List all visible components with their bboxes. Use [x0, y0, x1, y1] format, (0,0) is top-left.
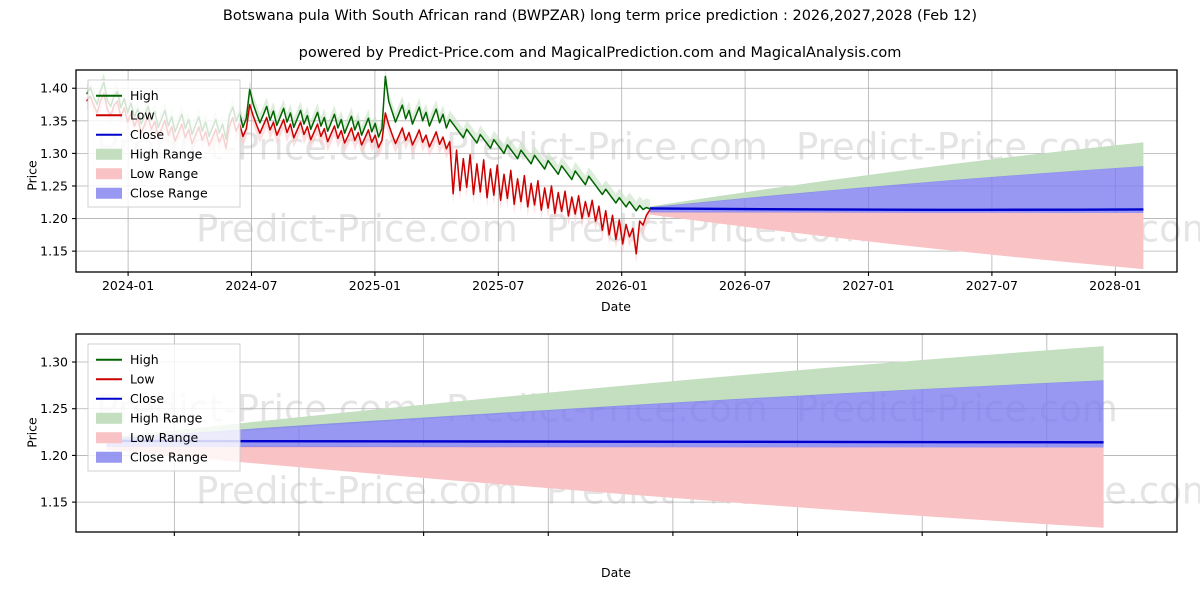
legend-item[interactable]: Close: [96, 127, 164, 142]
legend-band-swatch: [96, 148, 122, 160]
legend-item[interactable]: High: [96, 352, 159, 367]
y-tick-label: 1.20: [40, 211, 68, 226]
chart-legend[interactable]: High Low Close High Range Low Range Close Ran…: [87, 79, 241, 208]
page-title: Botswana pula With South African rand (B…: [222, 8, 978, 24]
x-tick-label: 2027-07: [771, 538, 823, 541]
legend-item[interactable]: Low Range: [96, 166, 199, 181]
legend-item[interactable]: Low Range: [96, 430, 199, 445]
top-x-axis-label: Date: [601, 299, 631, 314]
axis-ticks: 1.15 1.20 1.25 1.30 2026-04 2026-07 2026-10 202…: [40, 355, 1073, 541]
legend-band-swatch: [96, 432, 122, 444]
legend-item[interactable]: High Range: [96, 146, 203, 161]
svg-text:Predict-Price.com: Predict-Price.com: [196, 208, 518, 251]
x-tick-label: 2024-01: [102, 278, 154, 293]
close-range-band: [649, 166, 1144, 214]
x-tick-label: 2026-07: [273, 538, 325, 541]
legend-item[interactable]: High Range: [96, 410, 203, 425]
legend-item[interactable]: Low: [96, 371, 155, 386]
x-tick-label: 2026-07: [719, 278, 771, 293]
x-tick-label: 2026-10: [397, 538, 449, 541]
y-tick-label: 1.30: [40, 146, 68, 161]
legend-item[interactable]: Close: [96, 391, 164, 406]
bottom-y-axis-label: Price: [24, 417, 40, 448]
bottom-chart-panel: Predict-Price.comPredict-Price.comPredic…: [0, 326, 1200, 541]
y-tick-label: 1.30: [40, 355, 68, 370]
legend-label: Close: [130, 391, 164, 406]
plot-frame: [75, 69, 1178, 273]
y-tick-label: 1.15: [40, 495, 68, 510]
close-forecast-line: [649, 207, 1144, 211]
legend-label: Low: [130, 107, 155, 122]
page-subtitle: powered by Predict-Price.com and Magical…: [298, 45, 902, 61]
x-tick-label: 2026-01: [596, 278, 648, 293]
legend-band-swatch: [96, 451, 122, 463]
y-tick-label: 1.25: [40, 178, 68, 193]
x-tick-label: 2028-01: [1089, 278, 1141, 293]
legend-band-swatch: [96, 187, 122, 199]
legend-label: Close Range: [130, 185, 208, 200]
x-tick-label: 2027-10: [896, 538, 948, 541]
legend-item[interactable]: Close Range: [96, 449, 208, 464]
high-range-band: [106, 346, 1104, 441]
x-tick-label: 2026-04: [148, 538, 200, 541]
high-range-band: [649, 142, 1144, 209]
close-range-band: [106, 380, 1104, 448]
legend-item[interactable]: Close Range: [96, 185, 208, 200]
legend-label: High Range: [130, 410, 203, 425]
close-forecast-line: [106, 439, 1104, 445]
low-range-band: [649, 211, 1144, 270]
axis-ticks: 1.15 1.20 1.25 1.30 1.35 1.40 2024-01 2024-07 20…: [40, 81, 1141, 293]
y-tick-label: 1.20: [40, 448, 68, 463]
legend-band-swatch: [96, 412, 122, 424]
legend-item[interactable]: High: [96, 88, 159, 103]
y-tick-label: 1.40: [40, 81, 68, 96]
bottom-chart-svg: Predict-Price.comPredict-Price.comPredic…: [40, 333, 1200, 541]
legend-label: Low Range: [130, 166, 199, 181]
y-tick-label: 1.15: [40, 244, 68, 259]
y-tick-label: 1.35: [40, 113, 68, 128]
legend-label: Close Range: [130, 449, 208, 464]
plot-frame: [75, 333, 1178, 533]
low-range-band: [106, 445, 1104, 528]
x-tick-label: 2025-01: [349, 278, 401, 293]
x-tick-label: 2024-07: [225, 278, 277, 293]
legend-label: High: [130, 88, 159, 103]
legend-band-swatch: [96, 168, 122, 180]
y-tick-label: 1.25: [40, 401, 68, 416]
legend-item[interactable]: Low: [96, 107, 155, 122]
x-tick-label: 2028-01: [1021, 538, 1073, 541]
legend-label: High: [130, 352, 159, 367]
top-chart-panel: Predict-Price.com Predict-Price.com Predic…: [0, 60, 1200, 320]
legend-label: Low Range: [130, 430, 199, 445]
x-tick-label: 2027-04: [647, 538, 699, 541]
top-y-axis-label: Price: [24, 160, 40, 191]
bottom-x-axis-label: Date: [601, 565, 631, 580]
x-tick-label: 2025-07: [472, 278, 524, 293]
top-chart-svg: Predict-Price.com Predict-Price.com Predic…: [40, 67, 1200, 293]
x-tick-label: 2027-07: [966, 278, 1018, 293]
legend-label: Close: [130, 127, 164, 142]
chart-legend[interactable]: High Low Close High Range Low Range Close Ran…: [87, 343, 241, 472]
x-tick-label: 2027-01: [842, 278, 894, 293]
x-tick-label: 2027-01: [522, 538, 574, 541]
legend-label: High Range: [130, 146, 203, 161]
legend-label: Low: [130, 371, 155, 386]
